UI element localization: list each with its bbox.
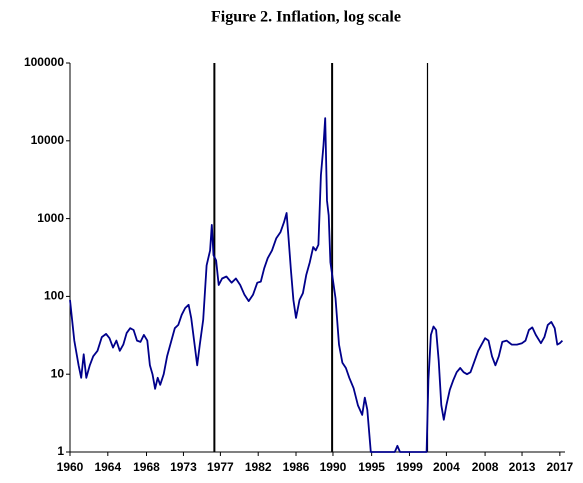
x-tick-label: 1960 [57, 460, 84, 474]
x-tick-label: 1968 [133, 460, 160, 474]
y-tick-label: 1000 [37, 211, 64, 225]
line [69, 117, 564, 453]
x-tick-label: 2017 [546, 460, 573, 474]
x-tick-label: 1995 [358, 460, 385, 474]
x-tick-label: 2004 [433, 460, 460, 474]
x-tick-label: 2008 [472, 460, 499, 474]
x-tick-label: 1999 [396, 460, 423, 474]
x-tick-label: 1982 [245, 460, 272, 474]
x-tick-label: 2013 [509, 460, 536, 474]
y-tick-label: 100 [44, 289, 64, 303]
chart-title: Figure 2. Inflation, log scale [211, 9, 401, 26]
x-tick-label: 1977 [207, 460, 234, 474]
y-tick-label: 1 [57, 444, 64, 458]
y-tick-label: 10 [51, 366, 65, 380]
y-tick-label: 100000 [24, 55, 64, 69]
x-tick-label: 1964 [94, 460, 121, 474]
x-tick-label: 1986 [283, 460, 310, 474]
x-tick-label: 1990 [320, 460, 347, 474]
x-tick-label: 1973 [170, 460, 197, 474]
y-tick-label: 10000 [31, 133, 65, 147]
